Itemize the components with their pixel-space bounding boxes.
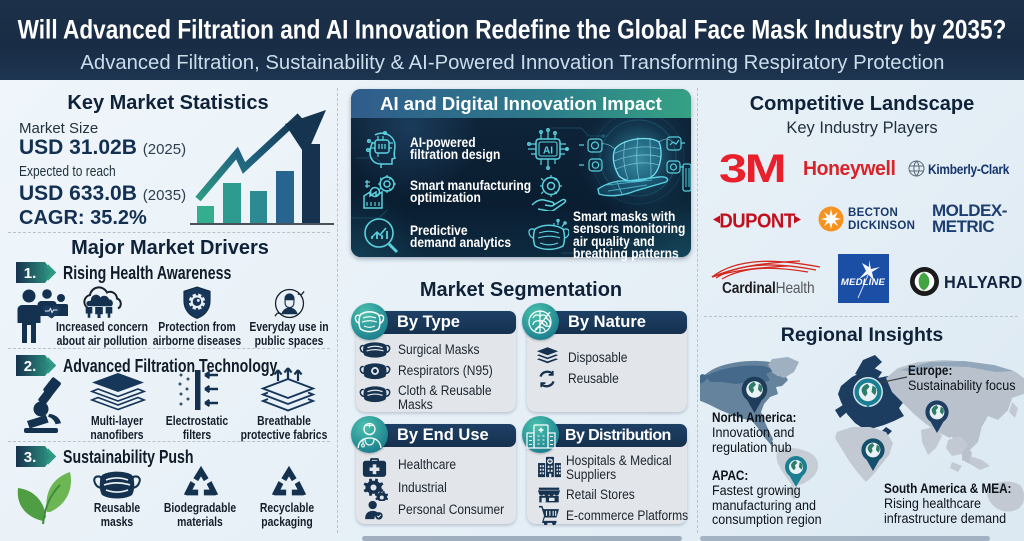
svg-text:1.: 1. — [24, 265, 37, 282]
svg-text:DUPONT: DUPONT — [719, 210, 795, 233]
svg-text:AI: AI — [543, 146, 553, 157]
svg-text:MEDLINE: MEDLINE — [841, 277, 886, 288]
svg-text:3.: 3. — [24, 449, 37, 466]
svg-text:2.: 2. — [24, 358, 37, 375]
